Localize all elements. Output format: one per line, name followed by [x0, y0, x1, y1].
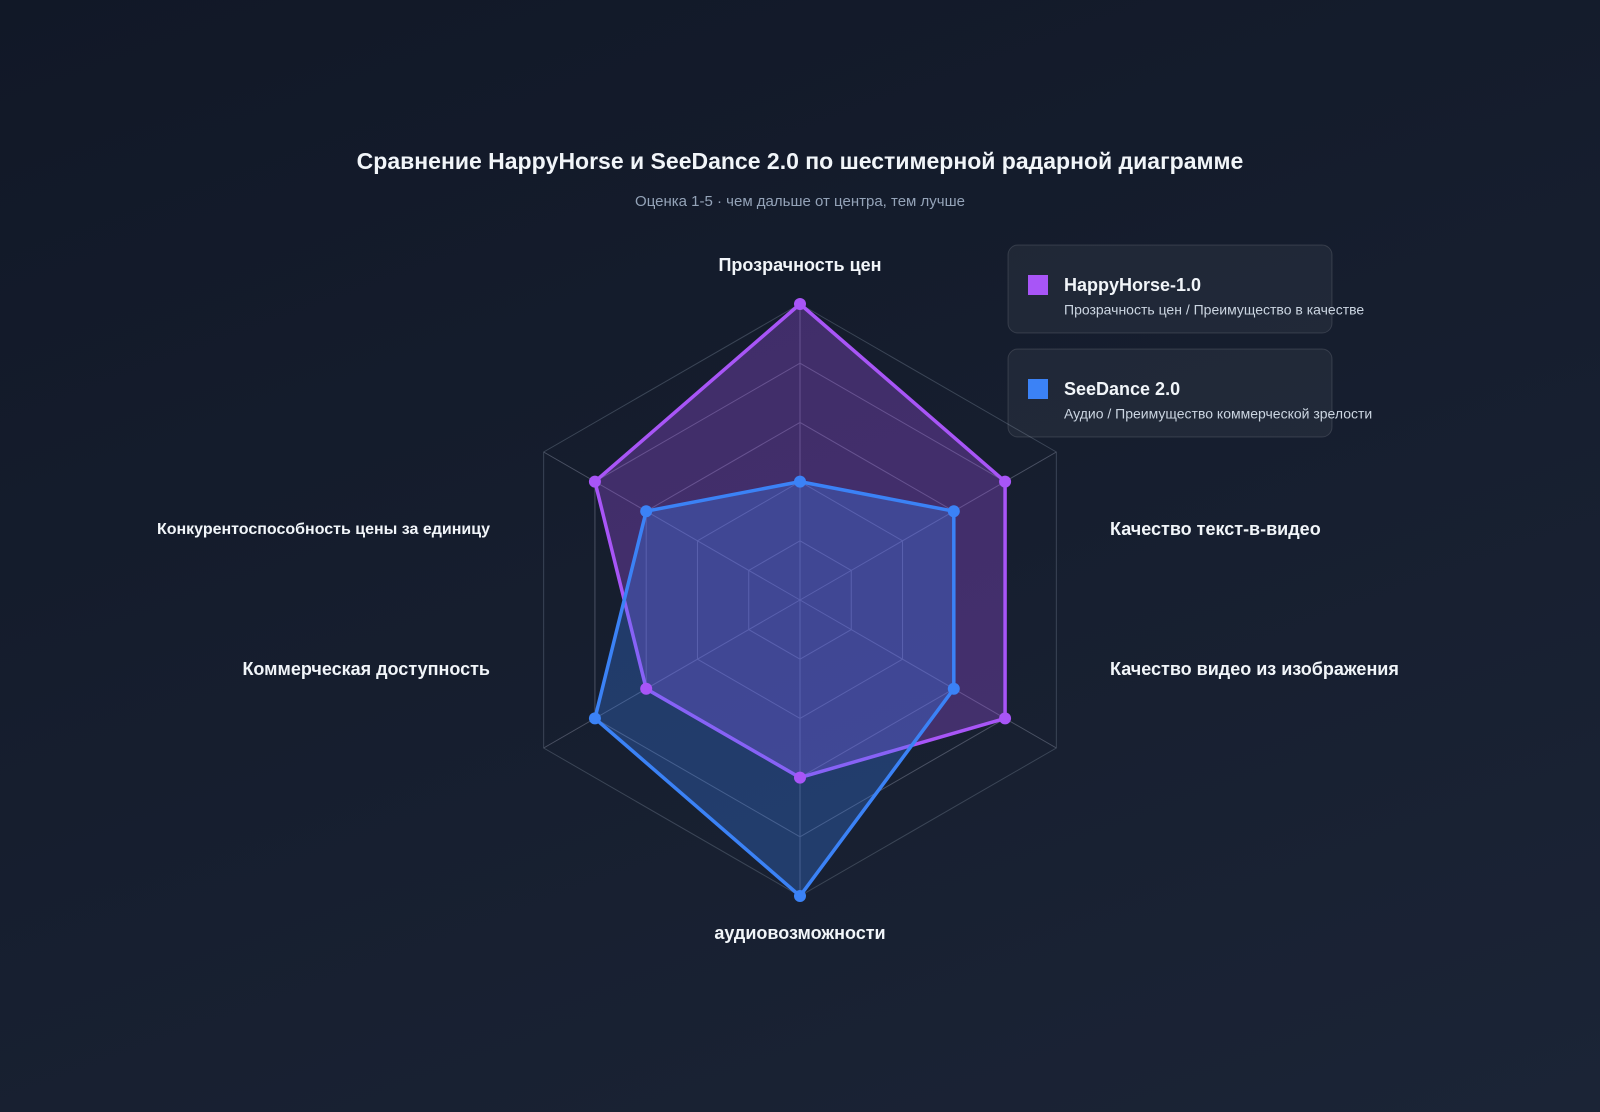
data-point — [640, 682, 653, 695]
axis-label: Прозрачность цен — [718, 255, 881, 275]
axis-label: аудиовозможности — [714, 923, 885, 943]
data-point — [588, 712, 601, 725]
data-point — [999, 712, 1012, 725]
legend-item[interactable]: SeeDance 2.0 Аудио / Преимущество коммерч… — [1007, 348, 1372, 438]
data-point — [947, 505, 960, 518]
legend-item[interactable]: HappyHorse-1.0 Прозрачность цен / Преимущ… — [1007, 244, 1364, 334]
legend-desc: Прозрачность цен / Преимущество в качест… — [1064, 302, 1364, 318]
data-point — [588, 475, 601, 488]
data-point — [640, 505, 653, 518]
chart-subtitle: Оценка 1-5 · чем дальше от центра, тем л… — [635, 193, 965, 210]
data-point — [794, 475, 806, 488]
axis-label: Качество видео из изображения — [1110, 659, 1399, 679]
axis-spoke — [543, 599, 801, 749]
legend-swatch — [1028, 275, 1048, 295]
chart-title: Сравнение HappyHorse и SeeDance 2.0 по ш… — [357, 148, 1244, 174]
legend-name: HappyHorse-1.0 — [1064, 275, 1201, 295]
axis-spoke — [799, 599, 1057, 749]
legend-box — [1007, 244, 1333, 334]
legend-box — [1007, 348, 1333, 438]
axis-label: Коммерческая доступность — [242, 659, 490, 679]
legend-swatch — [1028, 379, 1048, 399]
axis-label: Конкурентоспособность цены за единицу — [157, 521, 490, 538]
data-point — [794, 298, 806, 310]
axis-label: Качество текст-в-видео — [1110, 519, 1321, 539]
axis-spoke — [799, 451, 1057, 601]
data-point — [947, 682, 960, 695]
legend-name: SeeDance 2.0 — [1064, 379, 1180, 399]
data-point — [794, 771, 806, 784]
axis-spoke — [543, 451, 801, 601]
legend-desc: Аудио / Преимущество коммерческой зрелос… — [1064, 406, 1372, 422]
data-point — [794, 890, 806, 902]
data-point — [999, 475, 1012, 488]
